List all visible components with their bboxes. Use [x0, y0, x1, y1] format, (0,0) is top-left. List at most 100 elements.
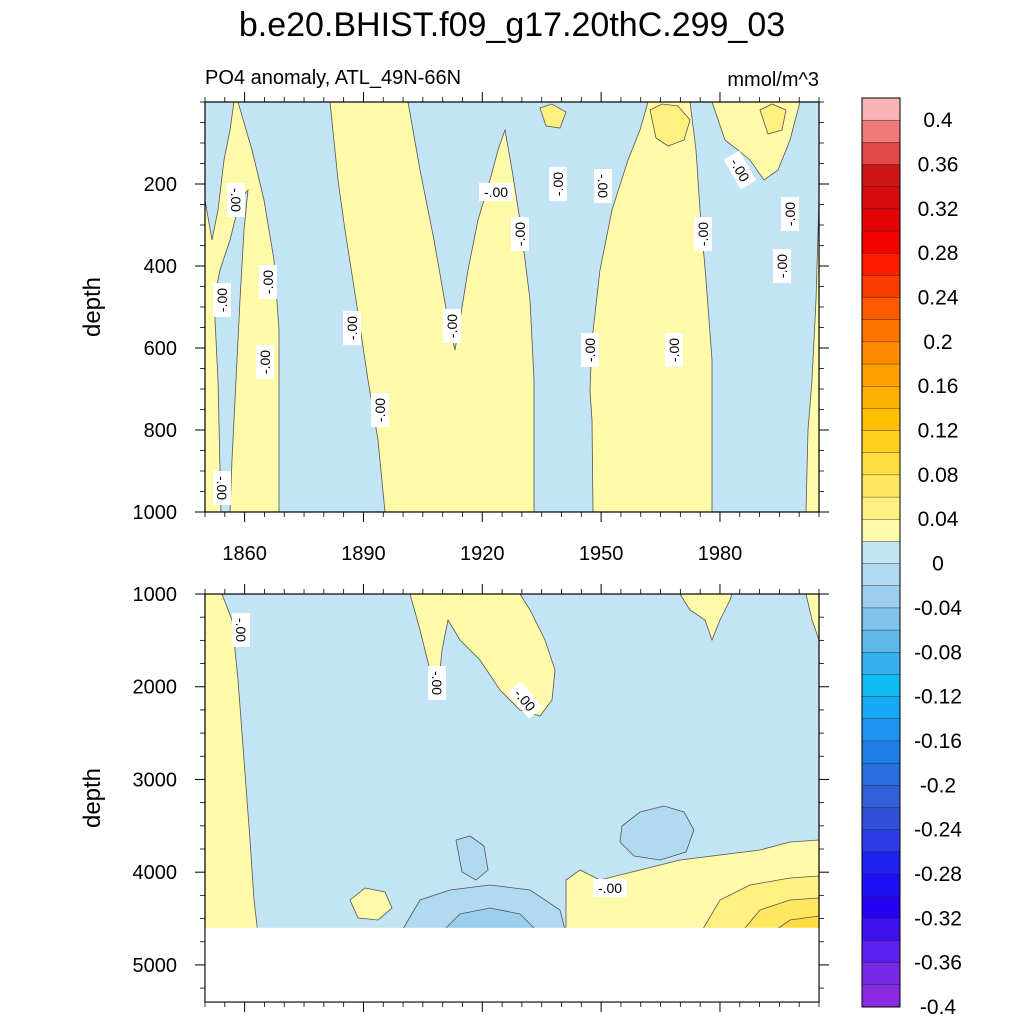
colorbar-swatch — [861, 386, 901, 409]
no-data-region — [205, 927, 819, 1002]
colorbar-swatch — [861, 918, 901, 941]
colorbar-swatch — [861, 319, 901, 343]
y-tick-label: 1000 — [133, 584, 178, 606]
contour-label-bg — [773, 249, 791, 283]
colorbar-swatch — [861, 119, 901, 143]
colorbar-swatch — [861, 652, 901, 675]
colorbar-swatch — [861, 230, 901, 254]
upper-negative-region — [205, 102, 235, 241]
contour-label-bg — [511, 217, 529, 251]
contour-label-text: -.00 — [257, 350, 273, 374]
contour-label-bg — [443, 309, 461, 343]
colorbar-swatch — [861, 275, 901, 299]
upper-negative-region — [237, 102, 386, 512]
upper-positive-patch — [759, 103, 787, 135]
colorbar-swatch — [861, 873, 901, 897]
contour-label: -.00 — [665, 333, 683, 367]
lower-y-axis-label: depth — [79, 768, 106, 828]
contour-label-bg — [781, 197, 799, 231]
contour-label-text: -.00 — [582, 338, 598, 362]
colorbar-label: -0.2 — [920, 774, 956, 797]
contour-label: -.00 — [213, 471, 231, 505]
colorbar: 0.4 0.36 0.32 0.28 0.24 0.2 0.16 0.12 0.08 0.04 0 -… — [861, 97, 962, 1019]
contour-label-text: -.00 — [214, 288, 230, 312]
contour-label-text: -.00 — [782, 202, 798, 226]
colorbar-swatch — [861, 696, 901, 720]
lower-positive-region — [805, 594, 819, 641]
lower-contour-labels: -.00-.00-.00-.00 — [205, 613, 819, 1002]
contour-label-bg — [479, 183, 513, 201]
contour-label-bg — [343, 311, 361, 345]
contour-label: -.00 — [256, 345, 274, 379]
colorbar-swatch — [861, 585, 901, 609]
contour-label-bg — [232, 613, 250, 647]
colorbar-label: -0.32 — [914, 907, 962, 930]
colorbar-label: -0.12 — [914, 686, 962, 709]
contour-label: -.00 — [213, 283, 231, 317]
contour-label-bg — [227, 183, 245, 217]
contour-label-text: -.00 — [598, 880, 622, 896]
contour-label-bg — [371, 393, 389, 427]
lower-x-ticks — [204, 584, 820, 1012]
colorbar-swatch — [861, 297, 901, 321]
contour-label-bg — [213, 283, 231, 317]
colorbar-label: 0.28 — [918, 242, 959, 265]
contour-label-text: -.00 — [550, 172, 566, 196]
contour-label-text: -.00 — [372, 398, 388, 422]
units-label: mmol/m^3 — [727, 69, 819, 91]
contour-label: -.00 — [511, 217, 529, 251]
contour-label-text: -.00 — [429, 671, 445, 695]
contour-label: -.00 — [428, 666, 446, 700]
x-tick-label: 1920 — [460, 543, 505, 565]
upper-positive-patch — [539, 103, 567, 129]
x-tick-label: 1860 — [222, 543, 267, 565]
contour-label-text: -.00 — [260, 270, 276, 294]
contour-label: -.00 — [371, 393, 389, 427]
colorbar-label: 0.36 — [918, 154, 959, 177]
y-tick-label: 200 — [144, 174, 177, 196]
colorbar-label: -0.4 — [920, 996, 957, 1019]
colorbar-label: 0.08 — [918, 464, 959, 487]
colorbar-swatch — [861, 452, 901, 476]
contour-label-bg — [428, 666, 446, 700]
contour-label-bg — [665, 333, 683, 367]
contour-label: -.00 — [781, 197, 799, 231]
lower-negative-patch — [619, 805, 695, 861]
colorbar-swatch — [861, 519, 901, 542]
colorbar-swatch — [861, 363, 901, 387]
contour-label-text: -.00 — [484, 184, 508, 200]
colorbar-swatch — [861, 496, 901, 520]
y-tick-label: 400 — [144, 256, 177, 278]
lower-positive-region — [679, 594, 733, 642]
contour-label-bg — [549, 167, 567, 201]
y-tick-label: 800 — [144, 420, 177, 442]
contour-label-text: -.00 — [774, 254, 790, 278]
contour-label: -.00 — [581, 333, 599, 367]
contour-label: -.00 — [549, 167, 567, 201]
contour-label-text: -.00 — [512, 222, 528, 246]
colorbar-swatch — [861, 718, 901, 742]
contour-label-text: -.00 — [344, 316, 360, 340]
contour-label-text: -.00 — [214, 476, 230, 500]
lower-y-ticks: 1000 2000 3000 4000 5000 — [133, 584, 829, 989]
colorbar-swatch — [861, 829, 901, 853]
upper-contours — [205, 102, 819, 512]
colorbar-label: -0.16 — [914, 730, 962, 753]
upper-negative-region — [407, 102, 649, 512]
contour-label-bg — [594, 169, 612, 203]
contour-label-text: -.00 — [444, 314, 460, 338]
colorbar-swatch — [861, 807, 901, 831]
upper-x-ticks: 1860 1890 1920 1950 1980 — [204, 92, 820, 565]
contour-label: -.00 — [773, 249, 791, 283]
colorbar-swatch — [861, 940, 901, 964]
y-tick-label: 1000 — [133, 502, 178, 524]
colorbar-label: 0.2 — [923, 331, 952, 354]
colorbar-swatch — [861, 984, 901, 1008]
colorbar-label: 0.04 — [918, 508, 959, 531]
colorbar-swatch — [861, 895, 901, 919]
colorbar-label: 0.4 — [923, 109, 953, 132]
contour-label: -.00 — [479, 183, 513, 201]
contour-label-text: -.00 — [228, 188, 244, 212]
contour-label-bg — [213, 471, 231, 505]
